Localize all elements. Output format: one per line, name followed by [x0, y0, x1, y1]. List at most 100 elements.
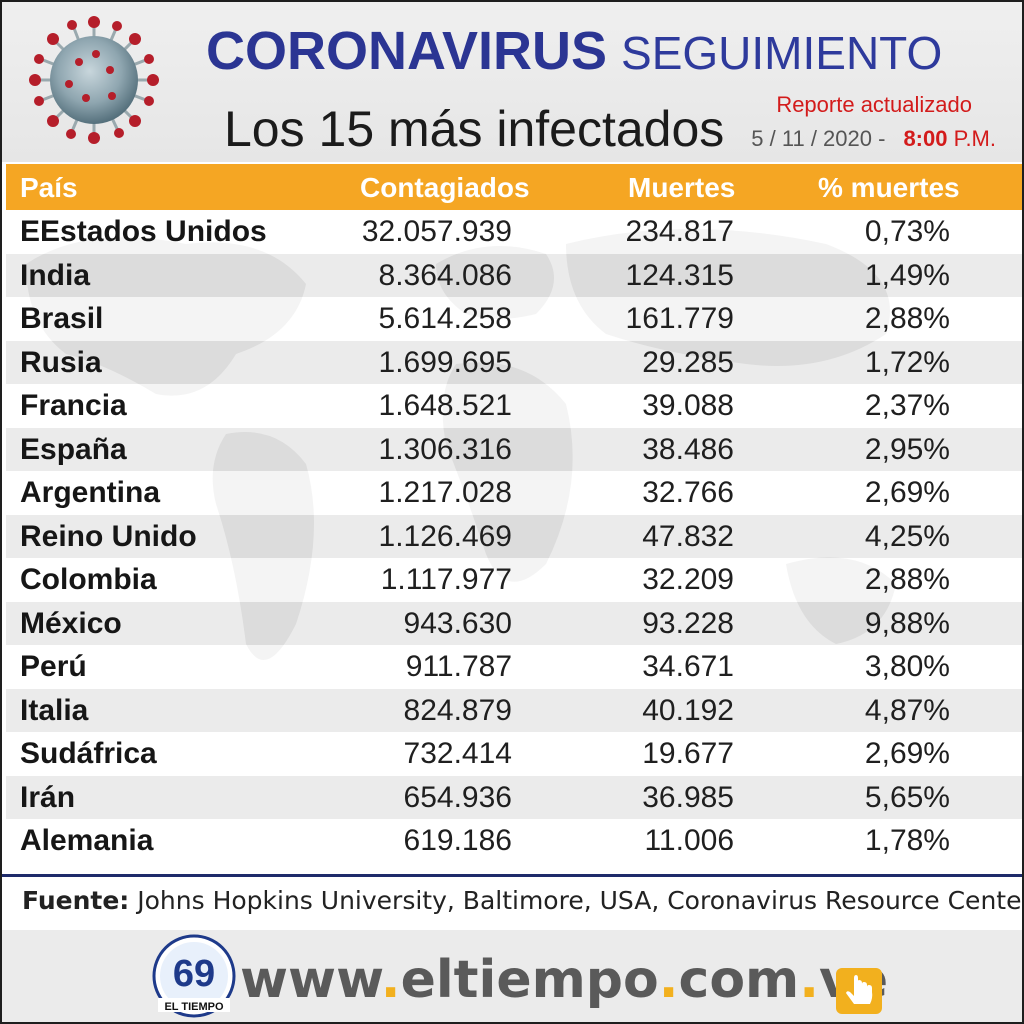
cell-country: Perú	[20, 650, 87, 683]
url-dot: .	[658, 950, 679, 1010]
table-row: EEstados Unidos 32.057.939 234.817 0,73%	[6, 210, 1022, 254]
cell-country: Rusia	[20, 345, 102, 379]
cell-cases: 8.364.086	[378, 258, 512, 292]
table-row: México 943.630 93.228 9,88%	[6, 601, 1022, 645]
cell-cases: 732.414	[403, 737, 512, 770]
table-row: Colombia 1.117.977 32.209 2,88%	[6, 558, 1022, 602]
table-row: Irán 654.936 36.985 5,65%	[6, 775, 1022, 819]
report-period: P.M.	[953, 126, 996, 151]
table-row: Reino Unido 1.126.469 47.832 4,25%	[6, 514, 1022, 558]
cell-deaths: 234.817	[625, 215, 734, 248]
cell-death-pct: 2,95%	[864, 432, 950, 466]
cell-cases: 911.787	[405, 650, 512, 683]
header-deaths: Muertes	[628, 172, 736, 203]
table-row: España 1.306.316 38.486 2,95%	[6, 427, 1022, 471]
cell-country: Reino Unido	[20, 519, 197, 553]
report-date: 5 / 11 / 2020 - 8:00 P.M.	[751, 126, 996, 152]
cell-deaths: 32.209	[642, 563, 734, 596]
cell-deaths: 47.832	[642, 519, 734, 553]
cell-death-pct: 1,49%	[864, 258, 950, 292]
report-label: Reporte actualizado	[776, 92, 972, 117]
cell-deaths: 32.766	[642, 476, 734, 509]
report-time: 8:00	[903, 126, 948, 151]
cell-death-pct: 2,69%	[864, 476, 950, 509]
header-cases: Contagiados	[360, 172, 530, 203]
cell-death-pct: 1,78%	[864, 824, 950, 857]
cell-deaths: 161.779	[625, 302, 734, 335]
data-table: País Contagiados Muertes % muertes EEsta…	[6, 164, 1022, 872]
cell-death-pct: 9,88%	[864, 606, 950, 640]
cell-deaths: 19.677	[642, 737, 734, 770]
cell-country: Sudáfrica	[20, 737, 157, 770]
title-bold: Coronavirus	[206, 21, 608, 81]
cell-death-pct: 2,37%	[864, 389, 950, 422]
cell-country: India	[20, 258, 91, 292]
cell-country: Alemania	[20, 824, 154, 857]
cell-cases: 1.648.521	[378, 389, 512, 422]
cell-deaths: 29.285	[642, 345, 734, 379]
cell-death-pct: 5,65%	[864, 780, 950, 814]
table-row: Rusia 1.699.695 29.285 1,72%	[6, 340, 1022, 384]
url-part: com	[678, 950, 800, 1010]
cell-cases: 1.699.695	[378, 345, 512, 379]
cell-cases: 1.117.977	[380, 563, 512, 596]
page-title: Coronavirus SEGUIMIENTO	[206, 20, 942, 82]
cell-death-pct: 4,87%	[864, 693, 950, 727]
header: Coronavirus SEGUIMIENTO Los 15 más infect…	[2, 2, 1022, 162]
divider	[2, 874, 1022, 877]
website-url[interactable]: www.eltiempo.com.ve	[240, 950, 888, 1010]
table-row: Alemania 619.186 11.006 1,78%	[6, 819, 1022, 863]
cell-country: Brasil	[20, 302, 104, 335]
cell-country: México	[20, 606, 122, 640]
table-row: Brasil 5.614.258 161.779 2,88%	[6, 297, 1022, 341]
cell-cases: 654.936	[403, 780, 512, 814]
title-light: SEGUIMIENTO	[621, 27, 943, 79]
cell-death-pct: 2,88%	[864, 563, 950, 596]
cell-deaths: 38.486	[642, 432, 734, 466]
report-date-value: 5 / 11 / 2020 -	[751, 126, 886, 151]
table-row: Sudáfrica 732.414 19.677 2,69%	[6, 732, 1022, 776]
table-header: País Contagiados Muertes % muertes	[6, 164, 1022, 210]
cell-deaths: 34.671	[642, 650, 734, 683]
cell-country: Francia	[20, 389, 127, 422]
table-body: EEstados Unidos 32.057.939 234.817 0,73% In…	[6, 210, 1022, 863]
cell-cases: 1.126.469	[378, 519, 512, 553]
cell-country: Italia	[20, 693, 89, 727]
table-row: India 8.364.086 124.315 1,49%	[6, 253, 1022, 297]
cell-deaths: 36.985	[642, 780, 734, 814]
cell-cases: 824.879	[403, 693, 512, 727]
cell-deaths: 124.315	[625, 258, 734, 292]
source-text: Johns Hopkins University, Baltimore, USA…	[137, 886, 1024, 915]
el-tiempo-logo: 69 EL TIEMPO	[152, 934, 236, 1018]
logo-text: EL TIEMPO	[164, 1001, 224, 1013]
cell-cases: 1.217.028	[378, 476, 512, 509]
table-row: Argentina 1.217.028 32.766 2,69%	[6, 471, 1022, 515]
cell-death-pct: 4,25%	[864, 519, 950, 553]
table-row: Italia 824.879 40.192 4,87%	[6, 688, 1022, 732]
cell-country: España	[20, 432, 127, 466]
cell-cases: 32.057.939	[361, 215, 512, 248]
cell-death-pct: 2,88%	[864, 302, 950, 335]
url-part: eltiempo	[400, 950, 659, 1010]
cell-country: Irán	[20, 780, 76, 814]
cell-death-pct: 0,73%	[864, 215, 950, 248]
cell-cases: 943.630	[403, 606, 512, 640]
url-dot: .	[380, 950, 401, 1010]
header-country: País	[20, 172, 78, 203]
cell-cases: 5.614.258	[378, 302, 512, 335]
cell-country: EEstados Unidos	[20, 215, 267, 248]
cell-deaths: 39.088	[642, 389, 734, 422]
cell-deaths: 93.228	[642, 606, 734, 640]
cell-cases: 1.306.316	[378, 432, 512, 466]
cell-country: Colombia	[20, 563, 157, 596]
cell-deaths: 40.192	[642, 693, 734, 727]
cell-cases: 619.186	[403, 824, 512, 857]
cell-death-pct: 3,80%	[864, 650, 950, 683]
cell-deaths: 11.006	[644, 824, 734, 857]
header-death-pct: % muertes	[818, 172, 960, 203]
url-part: www	[240, 950, 381, 1010]
cell-death-pct: 2,69%	[864, 737, 950, 770]
source-note: Fuente: Johns Hopkins University, Baltim…	[22, 886, 1024, 915]
subtitle: Los 15 más infectados	[224, 101, 725, 157]
